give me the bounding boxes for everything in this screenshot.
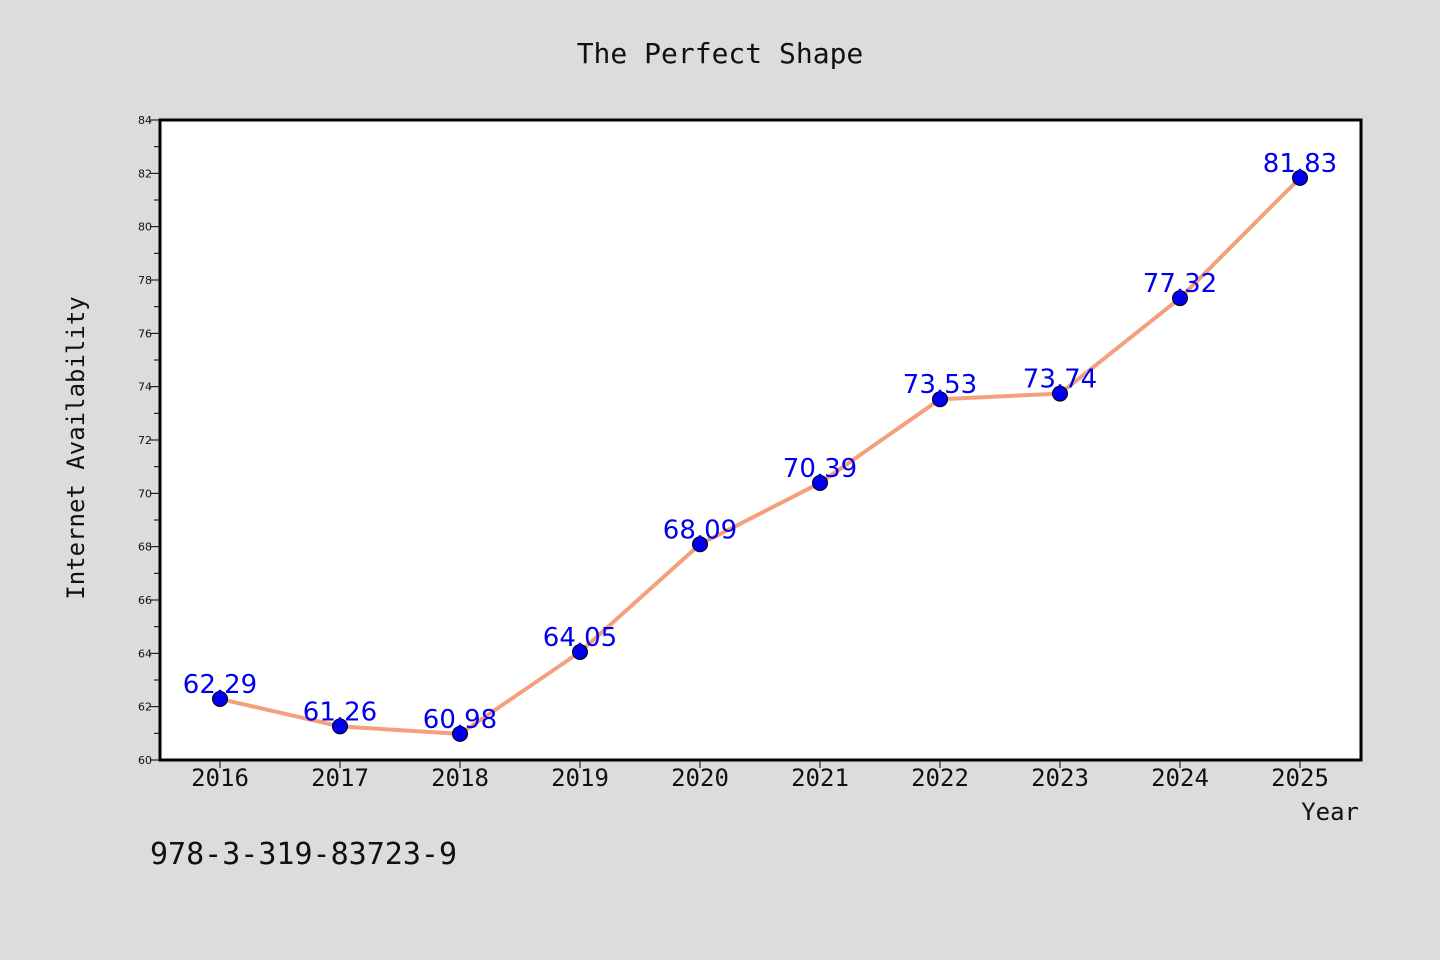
data-label: 77.32 [1143,269,1217,299]
x-tick-label: 2018 [431,764,489,792]
y-tick-label: 66 [138,594,152,607]
y-tick-label: 60 [138,754,152,767]
y-tick-label: 64 [138,647,152,660]
data-label: 73.53 [903,370,977,400]
y-tick-label: 62 [138,701,152,714]
chart-title: The Perfect Shape [577,37,864,70]
plot-area [160,120,1361,760]
series-group: 62.29 61.26 60.98 64.05 68.09 70.39 73.53 73.74… [183,149,1337,742]
data-point [1292,169,1308,186]
y-tick-label: 78 [138,274,152,287]
y-tick-label: 80 [138,221,152,234]
data-point [1052,385,1068,402]
data-point [692,536,708,553]
x-tick-label: 2023 [1031,764,1089,792]
x-tick-label: 2021 [791,764,849,792]
data-label: 70.39 [783,454,857,484]
x-tick-label: 2017 [311,764,369,792]
data-point [572,644,588,660]
footnote-isbn: 978-3-319-83723-9 [150,837,457,872]
y-tick-label: 76 [138,327,152,340]
y-tick-label: 84 [138,114,152,127]
x-tick-label: 2022 [911,764,969,792]
y-axis-label: Internet Availability [62,296,90,599]
data-label: 62.29 [183,670,257,700]
y-tick-label: 68 [138,541,152,554]
data-label: 60.98 [423,705,497,735]
data-label: 64.05 [543,623,617,653]
data-label: 68.09 [663,515,737,545]
y-tick-label: 82 [138,167,152,180]
x-tick-label: 2016 [191,764,249,792]
data-label: 61.26 [303,697,377,727]
series-line [218,175,1302,736]
y-tick-label: 70 [138,487,152,500]
data-point [812,474,828,491]
data-point [212,690,228,707]
data-point [932,391,948,408]
data-label: 81.83 [1263,149,1337,179]
x-axis-label: Year [1301,798,1359,826]
data-point [452,725,468,742]
y-axis-ticks: 60 62 64 66 68 70 72 74 76 78 80 82 84 [138,114,160,767]
x-tick-label: 2019 [551,764,609,792]
x-axis-ticks: 2016 2017 2018 2019 2020 2021 2022 2023 2024 2025 [191,760,1329,792]
x-tick-label: 2024 [1151,764,1209,792]
y-tick-label: 74 [138,381,152,394]
data-label: 73.74 [1023,365,1097,395]
data-point [1172,290,1188,307]
x-tick-label: 2020 [671,764,729,792]
data-point [332,718,348,735]
x-tick-label: 2025 [1271,764,1329,792]
plot-frame [158,118,1363,762]
y-tick-label: 72 [138,434,152,447]
